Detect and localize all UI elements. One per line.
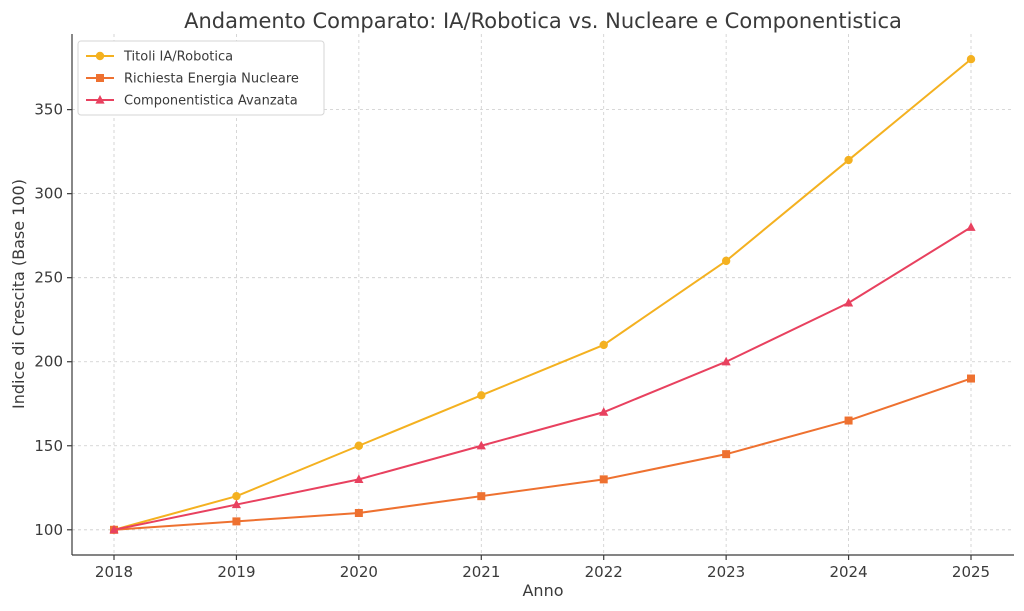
legend-marker (96, 74, 104, 82)
y-tick-label: 250 (34, 269, 63, 287)
legend-label: Richiesta Energia Nucleare (124, 72, 299, 87)
data-point (599, 340, 608, 350)
data-point (354, 508, 363, 517)
x-tick-label: 2024 (829, 563, 867, 581)
data-point (967, 374, 975, 383)
x-axis-label: Anno (522, 581, 563, 600)
x-tick-label: 2022 (585, 563, 623, 581)
data-point (844, 155, 853, 165)
x-tick-label: 2018 (95, 563, 133, 581)
data-point (477, 492, 486, 501)
data-point (231, 499, 242, 509)
y-ticks: 100 150 200 250 300 350 (34, 101, 72, 539)
data-point (477, 391, 486, 400)
grid (72, 34, 1014, 555)
data-point (721, 256, 731, 266)
legend-item: Titoli IA/Robotica (86, 50, 233, 65)
legend-marker (95, 95, 105, 104)
chart-title: Andamento Comparato: IA/Robotica vs. Nuc… (184, 9, 902, 33)
legend-box (77, 40, 325, 116)
y-tick-label: 150 (34, 437, 63, 455)
data-point (966, 222, 976, 231)
series-line (113, 226, 972, 531)
series-2 (110, 374, 975, 534)
data-point (232, 491, 241, 501)
legend: Titoli IA/Robotica Richiesta Energia Nucl… (77, 40, 325, 116)
data-point (599, 407, 609, 416)
x-tick-label: 2019 (217, 563, 255, 581)
x-tick-label: 2025 (952, 563, 990, 581)
legend-label: Titoli IA/Robotica (123, 50, 233, 65)
x-tick-label: 2021 (462, 563, 500, 581)
series-line (113, 58, 972, 531)
series-3 (109, 222, 976, 534)
data-point (966, 55, 976, 64)
legend-label: Componentistica Avanzata (124, 94, 298, 109)
data-point (354, 441, 364, 450)
data-point (843, 297, 854, 307)
y-axis-label: Indice di Crescita (Base 100) (9, 179, 28, 409)
y-tick-label: 300 (34, 185, 63, 203)
y-tick-label: 100 (34, 521, 63, 539)
legend-marker (95, 51, 105, 61)
data-point (599, 475, 608, 484)
legend-item: Componentistica Avanzata (86, 94, 298, 109)
series-line (113, 377, 972, 531)
series (109, 55, 976, 534)
data-point (232, 517, 241, 526)
data-point (109, 524, 119, 534)
x-tick-label: 2023 (707, 563, 745, 581)
data-point (354, 474, 364, 483)
series-1 (109, 55, 976, 534)
x-ticks: 2018 2019 2020 2021 2022 2023 2024 2025 (95, 555, 990, 581)
data-point (844, 416, 853, 425)
y-tick-label: 200 (34, 353, 63, 371)
legend-item: Richiesta Energia Nucleare (86, 72, 299, 87)
data-point (476, 440, 486, 450)
x-tick-label: 2020 (340, 563, 378, 581)
data-point (721, 356, 731, 366)
data-point (722, 450, 731, 459)
y-tick-label: 350 (34, 101, 63, 119)
